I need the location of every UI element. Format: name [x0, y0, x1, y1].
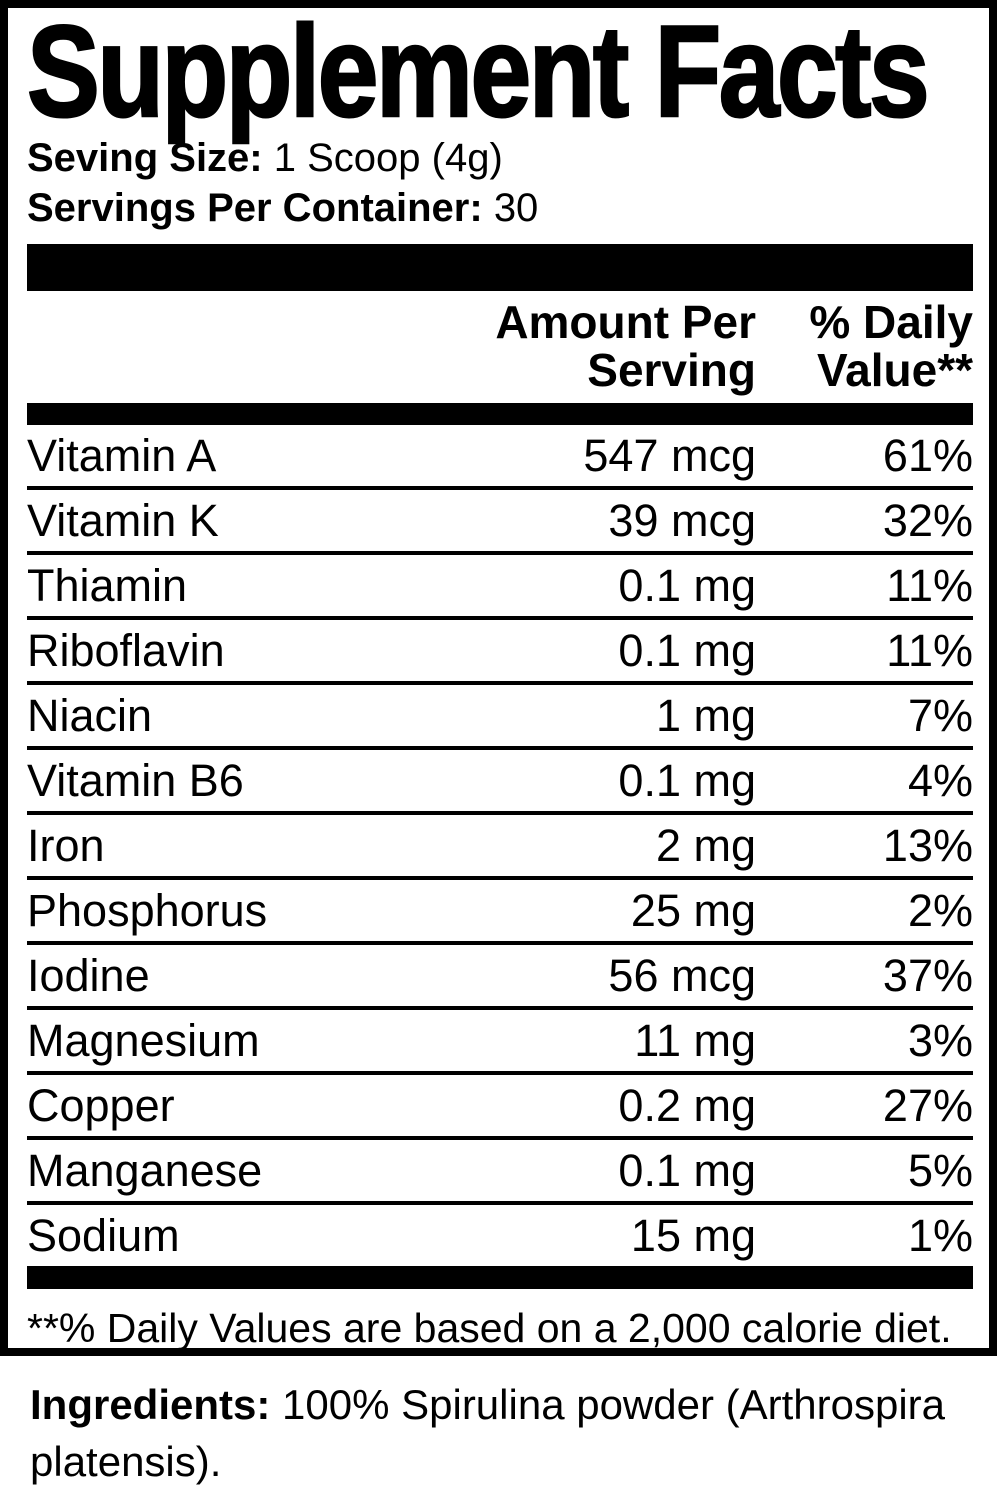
serving-size-label: Seving Size: — [27, 136, 263, 180]
nutrient-row: Iron 2 mg 13% — [27, 815, 973, 880]
nutrient-table: Vitamin A 547 mcg 61% Vitamin K 39 mcg 3… — [27, 425, 973, 1266]
nutrient-row: Sodium 15 mg 1% — [27, 1205, 973, 1266]
nutrient-row: Iodine 56 mcg 37% — [27, 945, 973, 1010]
nutrient-name: Thiamin — [27, 560, 188, 611]
nutrient-amount: 0.1 mg — [618, 560, 756, 611]
separator-bar-header — [27, 403, 973, 425]
header-spacer — [27, 298, 486, 394]
nutrient-amount: 39 mcg — [608, 495, 756, 546]
nutrient-daily-value: 27% — [882, 1080, 973, 1131]
table-header-row: Amount Per Serving % Daily Value** — [27, 291, 973, 403]
nutrient-daily-value: 13% — [882, 820, 973, 871]
nutrient-amount: 0.1 mg — [618, 1145, 756, 1196]
nutrient-daily-value: 11% — [886, 625, 973, 676]
nutrient-name: Copper — [27, 1080, 175, 1131]
column-header-amount-per-serving: Amount Per Serving — [495, 296, 756, 396]
servings-per-container-line: Servings Per Container: 30 — [27, 183, 973, 233]
nutrient-daily-value: 37% — [882, 950, 973, 1001]
nutrient-amount: 25 mg — [630, 885, 756, 936]
nutrient-amount: 56 mcg — [608, 950, 756, 1001]
nutrient-amount: 0.1 mg — [618, 755, 756, 806]
nutrient-daily-value: 7% — [907, 690, 973, 741]
nutrient-row: Copper 0.2 mg 27% — [27, 1075, 973, 1140]
nutrient-amount: 2 mg — [655, 820, 756, 871]
nutrient-daily-value: 4% — [907, 755, 973, 806]
nutrient-name: Vitamin B6 — [27, 755, 244, 806]
panel-title: Supplement Facts — [26, 0, 931, 144]
separator-bar-bottom — [27, 1266, 973, 1289]
nutrient-name: Iodine — [27, 950, 150, 1001]
nutrient-name: Iron — [27, 820, 105, 871]
servings-per-container-value: 30 — [493, 186, 539, 230]
daily-value-footnote: **% Daily Values are based on a 2,000 ca… — [27, 1305, 952, 1351]
nutrient-row: Phosphorus 25 mg 2% — [27, 880, 973, 945]
nutrient-daily-value: 3% — [907, 1015, 973, 1066]
nutrient-row: Riboflavin 0.1 mg 11% — [27, 620, 973, 685]
nutrient-name: Phosphorus — [27, 885, 268, 936]
nutrient-name: Vitamin K — [27, 495, 219, 546]
nutrient-name: Sodium — [27, 1210, 180, 1261]
column-header-daily-value: % Daily Value** — [809, 296, 973, 396]
nutrient-name: Manganese — [27, 1145, 263, 1196]
nutrient-row: Thiamin 0.1 mg 11% — [27, 555, 973, 620]
serving-size-line: Seving Size: 1 Scoop (4g) — [27, 133, 973, 183]
nutrient-daily-value: 11% — [886, 560, 973, 611]
nutrient-daily-value: 61% — [882, 430, 973, 481]
nutrient-daily-value: 2% — [907, 885, 973, 936]
nutrient-daily-value: 32% — [882, 495, 973, 546]
nutrient-amount: 1 mg — [655, 690, 756, 741]
nutrient-amount: 0.2 mg — [618, 1080, 756, 1131]
ingredients-label: Ingredients: — [30, 1381, 271, 1428]
nutrient-name: Vitamin A — [27, 430, 217, 481]
serving-size-value: 1 Scoop (4g) — [273, 136, 503, 180]
servings-per-container-label: Servings Per Container: — [27, 186, 483, 230]
nutrient-name: Riboflavin — [27, 625, 225, 676]
nutrient-amount: 0.1 mg — [618, 625, 756, 676]
nutrient-daily-value: 5% — [907, 1145, 973, 1196]
nutrient-row: Magnesium 11 mg 3% — [27, 1010, 973, 1075]
separator-bar-top — [27, 244, 973, 291]
nutrient-amount: 11 mg — [634, 1015, 756, 1066]
nutrient-name: Magnesium — [27, 1015, 260, 1066]
nutrient-row: Vitamin K 39 mcg 32% — [27, 490, 973, 555]
nutrient-daily-value: 1% — [907, 1210, 973, 1261]
nutrient-amount: 15 mg — [630, 1210, 756, 1261]
nutrient-amount: 547 mcg — [583, 430, 756, 481]
nutrient-row: Vitamin B6 0.1 mg 4% — [27, 750, 973, 815]
nutrient-name: Niacin — [27, 690, 153, 741]
supplement-facts-panel: Supplement Facts Seving Size: 1 Scoop (4… — [0, 0, 997, 1356]
nutrient-row: Niacin 1 mg 7% — [27, 685, 973, 750]
nutrient-row: Vitamin A 547 mcg 61% — [27, 425, 973, 490]
nutrient-row: Manganese 0.1 mg 5% — [27, 1140, 973, 1205]
